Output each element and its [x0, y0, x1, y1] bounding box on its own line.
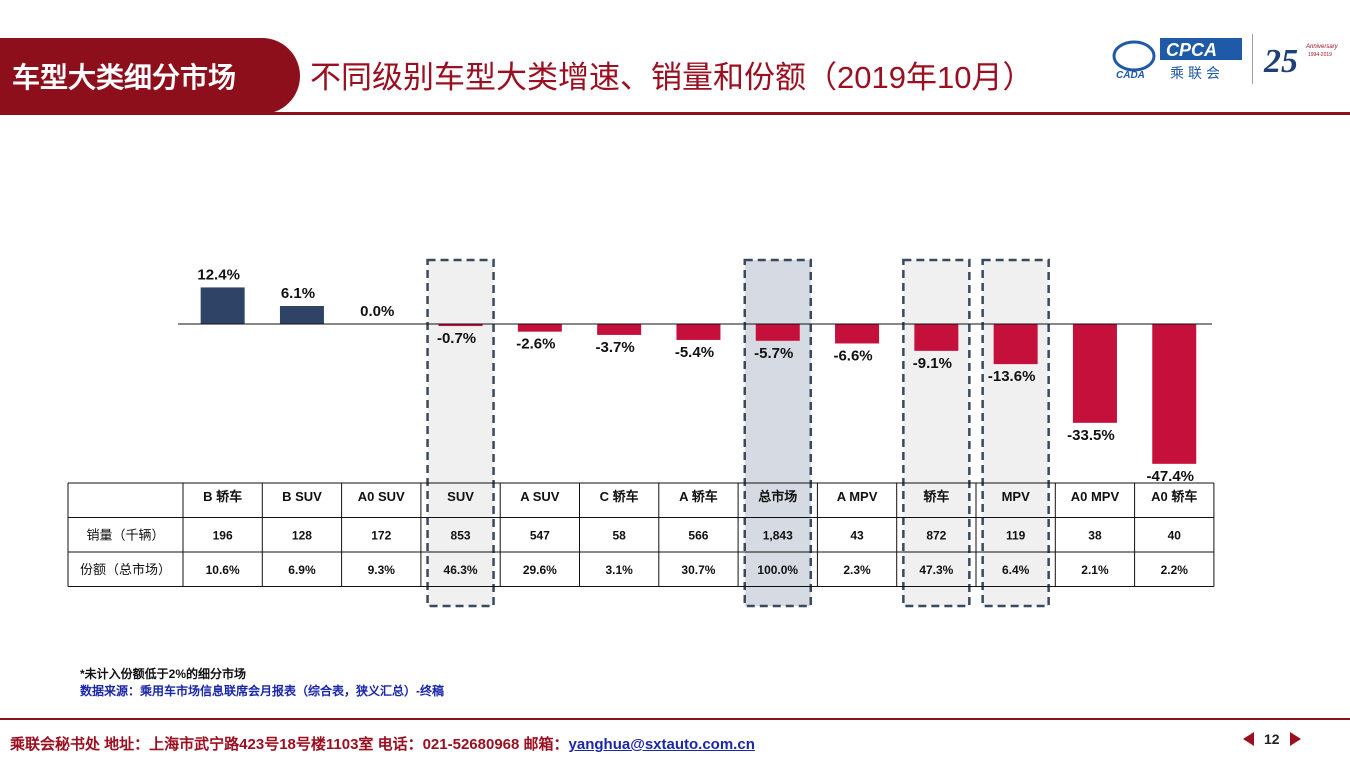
table-header-cell: A0 SUV: [358, 489, 405, 504]
highlight-box: [743, 258, 812, 608]
cpca-logo-text: CPCA: [1166, 40, 1217, 60]
data-label: -3.7%: [596, 339, 635, 356]
page-number: 12: [1264, 731, 1280, 747]
highlight-box: [426, 258, 495, 608]
anniversary-logo: 25 Anniversary 1994-2019: [1263, 43, 1339, 80]
logo-separator: [1252, 34, 1253, 84]
table-cell: 40: [1168, 529, 1182, 543]
table-cell: 47.3%: [919, 563, 953, 577]
data-label: -5.7%: [754, 345, 793, 362]
table-cell: 128: [292, 529, 312, 543]
table-header-cell: A 轿车: [679, 489, 718, 504]
table-cell: 172: [371, 529, 391, 543]
highlight-boxes: [426, 258, 1050, 608]
table-cell: 196: [213, 529, 233, 543]
data-label: 0.0%: [360, 303, 394, 320]
page-subtitle: 不同级别车型大类增速、销量和份额（2019年10月）: [310, 60, 1034, 95]
bar: [914, 324, 959, 351]
bars: 12.4% 6.1% 0.0% -0.7% -2.6% -3.7% -5.4% -5.7% -6…: [197, 266, 1197, 485]
prev-page-icon[interactable]: [1243, 732, 1254, 746]
table-row-label: 销量（千辆）: [86, 528, 164, 543]
cada-logo-text: CADA: [1116, 70, 1145, 81]
bar: [993, 324, 1038, 365]
data-source-note: 数据来源：乘用车市场信息联席会月报表（综合表，狭义汇总）-终稿: [80, 684, 444, 698]
table-header-cell: A0 MPV: [1071, 489, 1120, 504]
table-cell: 10.6%: [206, 563, 240, 577]
table-cell: 30.7%: [681, 563, 715, 577]
table-cell: 9.3%: [368, 563, 396, 577]
data-label: -9.1%: [913, 355, 952, 372]
bar: [597, 324, 642, 335]
table-header-cell: SUV: [447, 489, 474, 504]
table-cell: 2.2%: [1161, 563, 1189, 577]
table-header-cell: A0 轿车: [1151, 489, 1197, 504]
anniversary-years: 1994-2019: [1308, 52, 1332, 58]
bar: [835, 324, 880, 344]
footer-divider: [0, 718, 1350, 720]
data-label: -0.7%: [437, 330, 476, 347]
table-header-cell: C 轿车: [600, 489, 639, 504]
bar: [755, 324, 800, 341]
table-cell: 29.6%: [523, 563, 557, 577]
bar: [279, 306, 324, 324]
footer-address: 乘联会秘书处 地址：上海市武宁路423号18号楼1103室 电话：021-526…: [10, 736, 569, 753]
section-title: 车型大类细分市场: [12, 62, 237, 93]
cada-swirl-icon: [1112, 40, 1156, 72]
data-label: -33.5%: [1067, 427, 1115, 444]
table-cell: 100.0%: [757, 563, 798, 577]
data-label: 12.4%: [197, 266, 240, 283]
header-divider: [0, 112, 1350, 115]
section-title-tab: 车型大类细分市场: [0, 38, 300, 114]
data-label: -6.6%: [833, 347, 872, 364]
table-row-label: 份额（总市场）: [80, 562, 171, 577]
bar: [1072, 324, 1117, 423]
cpca-badge: [1160, 38, 1242, 60]
data-label: 6.1%: [281, 285, 315, 302]
table-cell: 6.9%: [288, 563, 316, 577]
bar: [1152, 324, 1197, 464]
cpca-logo: CADA CPCA 乘联会: [1112, 38, 1242, 82]
highlight-box: [902, 258, 971, 608]
table-header-cell: B 轿车: [203, 489, 242, 504]
table-cell: 547: [530, 529, 550, 543]
table-cell: 43: [850, 529, 864, 543]
table-cell: 872: [926, 529, 946, 543]
table-cell: 119: [1006, 529, 1026, 543]
table-cell: 566: [688, 529, 708, 543]
table-header-cell: 轿车: [923, 489, 949, 504]
bar: [517, 324, 562, 332]
table-cell: 38: [1088, 529, 1102, 543]
table-cell: 2.3%: [843, 563, 871, 577]
table-cell: 1,843: [763, 529, 793, 543]
table-header-cell: A SUV: [520, 489, 560, 504]
anniversary-number: 25: [1263, 43, 1298, 80]
table-cell: 853: [451, 529, 471, 543]
highlight-box: [981, 258, 1050, 608]
cpca-cn-text: 乘联会: [1170, 66, 1224, 82]
table-cell: 3.1%: [605, 563, 633, 577]
table-header-cell: A MPV: [837, 489, 878, 504]
bar: [676, 324, 721, 340]
table-cell: 46.3%: [444, 563, 478, 577]
table-cell: 2.1%: [1081, 563, 1109, 577]
data-label: -47.4%: [1146, 468, 1194, 485]
footnote: *未计入份额低于2%的细分市场: [80, 667, 247, 681]
table-header-cell: B SUV: [282, 489, 322, 504]
table-cell: 6.4%: [1002, 563, 1030, 577]
anniversary-text: Anniversary: [1305, 44, 1339, 50]
data-label: -13.6%: [988, 368, 1036, 385]
footer-email-link[interactable]: yanghua@sxtauto.com.cn: [568, 736, 755, 753]
bar: [438, 324, 483, 327]
next-page-icon[interactable]: [1289, 732, 1301, 746]
data-table: B 轿车 B SUV A0 SUV SUV A SUV C 轿车 A 轿车 总市场 A MPV 轿…: [67, 482, 1215, 587]
table-cell: 58: [612, 529, 626, 543]
table-header-cell: 总市场: [758, 489, 797, 504]
table-header-cell: MPV: [1002, 489, 1031, 504]
data-label: -2.6%: [516, 336, 555, 353]
footer-contact: 乘联会秘书处 地址：上海市武宁路423号18号楼1103室 电话：021-526…: [10, 733, 755, 754]
pager: 12: [1243, 731, 1301, 747]
data-label: -5.4%: [675, 344, 714, 361]
bar: [200, 287, 245, 324]
